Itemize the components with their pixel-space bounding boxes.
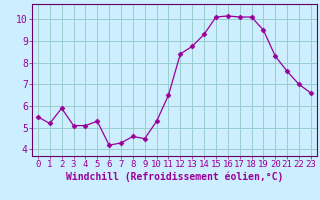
X-axis label: Windchill (Refroidissement éolien,°C): Windchill (Refroidissement éolien,°C) <box>66 172 283 182</box>
